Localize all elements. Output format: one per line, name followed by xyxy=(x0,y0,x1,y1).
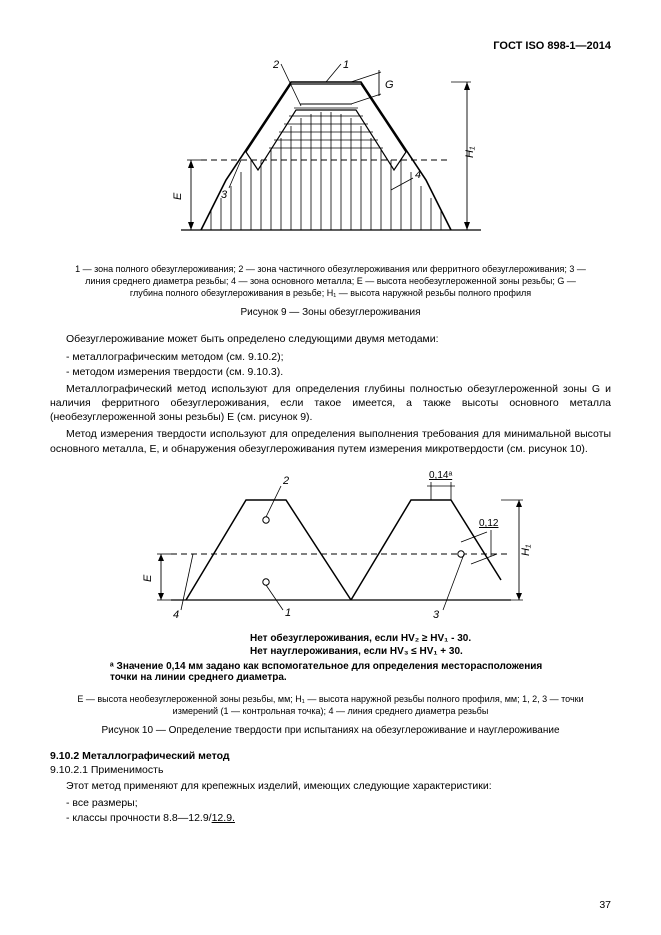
label-G: G xyxy=(385,79,394,91)
bullet-all-sizes: - все размеры; xyxy=(66,796,611,810)
label-4: 4 xyxy=(415,169,421,181)
paragraph-2: Металлографический метод используют для … xyxy=(50,382,611,425)
bullet-strength-prefix: - классы прочности 8.8—12.9/ xyxy=(66,812,212,824)
page-number: 37 xyxy=(599,899,611,911)
paragraph-1: Обезуглероживание может быть определено … xyxy=(50,332,611,346)
f10-label-1: 1 xyxy=(285,607,291,619)
figure-10-footnote: ᵃ Значение 0,14 мм задано как вспомогате… xyxy=(110,661,551,683)
f10-dim-012: 0,12 xyxy=(479,518,499,529)
section-intro: Этот метод применяют для крепежных издел… xyxy=(50,779,611,793)
figure-10: 1 2 3 4 E H₁ 0,14ᵃ xyxy=(50,460,611,625)
figure-10-note-1: Нет обезуглероживания, если HV₂ ≥ HV₁ - … xyxy=(250,633,611,644)
paragraph-3: Метод измерения твердости используют для… xyxy=(50,427,611,455)
label-3: 3 xyxy=(221,189,228,201)
f10-label-E: E xyxy=(142,574,154,582)
section-9-10-2-1: 9.10.2.1 Применимость xyxy=(50,764,611,776)
section-9-10-2: 9.10.2 Металлографический метод xyxy=(50,750,611,762)
doc-header: ГОСТ ISO 898-1—2014 xyxy=(50,40,611,52)
bullet-strength-classes: - классы прочности 8.8—12.9/12.9. xyxy=(66,811,611,825)
bullet-method-2: - методом измерения твердости (см. 9.10.… xyxy=(66,365,611,379)
label-E: E xyxy=(172,192,184,200)
figure-10-legend: E — высота необезуглероженной зоны резьб… xyxy=(70,693,591,717)
bullet-method-1: - металлографическим методом (см. 9.10.2… xyxy=(66,350,611,364)
label-H1: H₁ xyxy=(464,146,476,158)
figure-9-legend: 1 — зона полного обезуглероживания; 2 — … xyxy=(70,263,591,299)
f10-label-H1: H₁ xyxy=(520,544,531,556)
label-2: 2 xyxy=(272,60,279,71)
f10-dim-014: 0,14ᵃ xyxy=(429,470,452,481)
figure-10-title: Рисунок 10 — Определение твердости при и… xyxy=(50,725,611,736)
figure-9-title: Рисунок 9 — Зоны обезуглероживания xyxy=(50,307,611,318)
label-1: 1 xyxy=(343,60,349,71)
f10-label-2: 2 xyxy=(282,475,289,487)
f10-label-3: 3 xyxy=(433,609,440,620)
bullet-strength-suffix: 12.9. xyxy=(212,812,235,824)
figure-10-note-2: Нет науглероживания, если HV₃ ≤ HV₁ + 30… xyxy=(250,646,611,657)
figure-9: G H₁ E 1 2 3 4 xyxy=(50,60,611,255)
f10-label-4: 4 xyxy=(173,609,179,620)
